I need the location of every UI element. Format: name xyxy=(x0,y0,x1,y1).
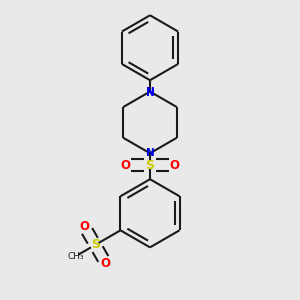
Text: O: O xyxy=(80,220,90,233)
Text: N: N xyxy=(146,88,154,98)
Text: O: O xyxy=(101,257,111,270)
Text: O: O xyxy=(121,159,131,172)
Text: O: O xyxy=(169,159,179,172)
Text: N: N xyxy=(146,148,154,158)
Text: N: N xyxy=(146,87,154,97)
Text: S: S xyxy=(146,159,154,172)
Text: CH₃: CH₃ xyxy=(67,252,84,261)
Text: S: S xyxy=(91,238,100,251)
